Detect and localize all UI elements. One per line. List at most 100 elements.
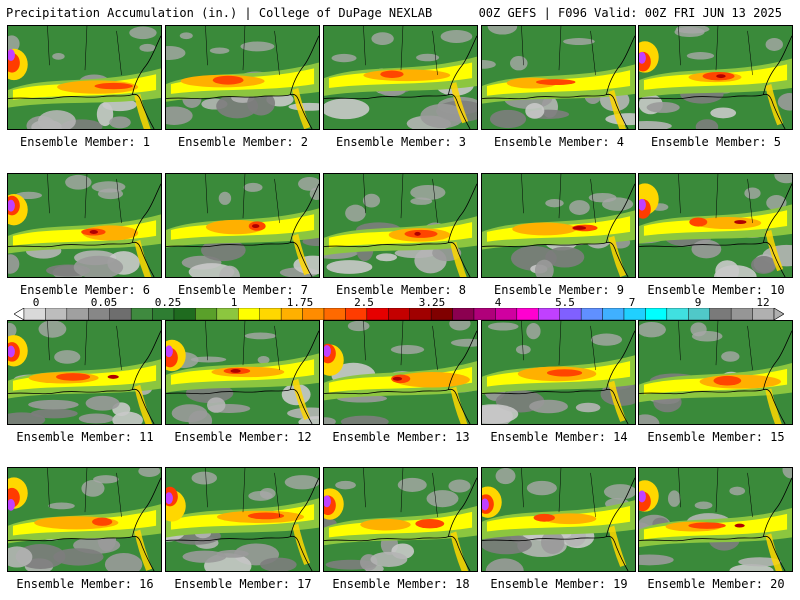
colorbar-min-arrow (14, 308, 25, 320)
colorbar-cell (45, 308, 68, 320)
ensemble-member-label: Ensemble Member: 11 (16, 430, 154, 444)
colorbar-cell (345, 308, 368, 320)
ensemble-map-panel (481, 25, 636, 130)
ensemble-map-panel (165, 173, 320, 278)
precipitation-map (8, 321, 161, 424)
ensemble-member-label: Ensemble Member: 14 (490, 430, 628, 444)
ensemble-map-panel (323, 467, 478, 572)
colorbar-tick-label: 1.75 (286, 296, 314, 309)
precipitation-map (166, 26, 319, 129)
precipitation-map (8, 26, 161, 129)
map-title: Precipitation Accumulation (in.) | Colle… (6, 6, 433, 20)
precipitation-map (639, 174, 792, 277)
precipitation-map (639, 26, 792, 129)
colorbar-cell (559, 308, 582, 320)
colorbar-cell (280, 308, 303, 320)
colorbar-cell (238, 308, 260, 320)
ensemble-member-label: Ensemble Member: 15 (647, 430, 785, 444)
ensemble-map-panel (165, 25, 320, 130)
ensemble-member-label: Ensemble Member: 18 (332, 577, 470, 591)
ensemble-map-panel (481, 467, 636, 572)
ensemble-member-label: Ensemble Member: 17 (174, 577, 312, 591)
colorbar-cell (495, 308, 518, 320)
ensemble-map-panel (323, 320, 478, 425)
colorbar-cell (580, 308, 603, 320)
colorbar-tick-label: 7 (628, 296, 636, 309)
colorbar-cell (688, 308, 710, 320)
precipitation-map (8, 468, 161, 571)
colorbar-cell (23, 308, 46, 320)
colorbar-tick-label: 12 (756, 296, 770, 309)
ensemble-member-label: Ensemble Member: 2 (177, 135, 309, 149)
ensemble-map-panel (7, 25, 162, 130)
colorbar-cell (66, 308, 89, 320)
ensemble-map-panel (481, 320, 636, 425)
colorbar-tick-label: 1 (230, 296, 238, 309)
colorbar-cell (473, 308, 496, 320)
colorbar-cell (602, 308, 625, 320)
precipitation-map (482, 174, 635, 277)
colorbar-cell (538, 308, 560, 320)
ensemble-member-label: Ensemble Member: 6 (19, 283, 151, 297)
precipitation-map (166, 468, 319, 571)
ensemble-member-label: Ensemble Member: 3 (335, 135, 467, 149)
ensemble-map-panel (165, 320, 320, 425)
ensemble-member-label: Ensemble Member: 8 (335, 283, 467, 297)
colorbar-cell (109, 308, 132, 320)
precipitation-map (8, 174, 161, 277)
colorbar-cell (130, 308, 153, 320)
ensemble-member-label: Ensemble Member: 13 (332, 430, 470, 444)
colorbar-cell (645, 308, 668, 320)
colorbar-cell (216, 308, 239, 320)
colorbar-cell (173, 308, 196, 320)
precipitation-map (482, 26, 635, 129)
ensemble-map-panel (638, 25, 793, 130)
colorbar-cell (366, 308, 389, 320)
ensemble-member-label: Ensemble Member: 20 (647, 577, 785, 591)
ensemble-map-panel (638, 173, 793, 278)
precipitation-map (324, 174, 477, 277)
precipitation-map (324, 321, 477, 424)
colorbar-cell (88, 308, 110, 320)
precipitation-map (482, 321, 635, 424)
colorbar-cell (516, 308, 539, 320)
ensemble-member-label: Ensemble Member: 4 (493, 135, 625, 149)
colorbar-cell (409, 308, 432, 320)
model-run-info: 00Z GEFS | F096 Valid: 00Z FRI JUN 13 20… (478, 6, 782, 20)
ensemble-map-panel (638, 320, 793, 425)
colorbar-cell (730, 308, 753, 320)
colorbar-tick-label: 9 (694, 296, 702, 309)
ensemble-member-label: Ensemble Member: 9 (493, 283, 625, 297)
precipitation-map (639, 321, 792, 424)
ensemble-map-panel (638, 467, 793, 572)
precipitation-map (324, 26, 477, 129)
ensemble-member-label: Ensemble Member: 5 (650, 135, 782, 149)
colorbar-cell (452, 308, 475, 320)
ensemble-map-panel (323, 173, 478, 278)
colorbar-tick-label: 0 (32, 296, 40, 309)
precipitation-map (482, 468, 635, 571)
colorbar-cell (302, 308, 325, 320)
colorbar-tick-label: 0.25 (154, 296, 182, 309)
ensemble-member-label: Ensemble Member: 10 (647, 283, 785, 297)
precipitation-map (166, 174, 319, 277)
ensemble-map-panel (481, 173, 636, 278)
colorbar-cell (152, 308, 175, 320)
colorbar-cell (709, 308, 732, 320)
colorbar-tick-label: 0.05 (90, 296, 118, 309)
colorbar-cell (666, 308, 689, 320)
colorbar-cell (623, 308, 646, 320)
colorbar (14, 308, 784, 320)
ensemble-map-panel (7, 320, 162, 425)
colorbar-cell (323, 308, 346, 320)
ensemble-map-panel (7, 467, 162, 572)
colorbar-tick-label: 3.25 (418, 296, 446, 309)
colorbar-max-arrow (773, 308, 784, 320)
colorbar-tick-label: 4 (494, 296, 502, 309)
ensemble-member-label: Ensemble Member: 16 (16, 577, 154, 591)
ensemble-map-panel (323, 25, 478, 130)
ensemble-map-panel (165, 467, 320, 572)
colorbar-cell (388, 308, 410, 320)
ensemble-member-label: Ensemble Member: 7 (177, 283, 309, 297)
ensemble-member-label: Ensemble Member: 1 (19, 135, 151, 149)
